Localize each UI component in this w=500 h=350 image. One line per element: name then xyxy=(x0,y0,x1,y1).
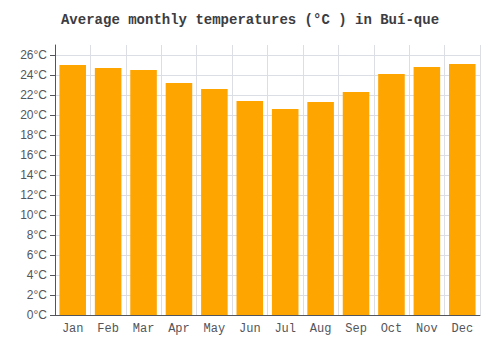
svg-text:Dec: Dec xyxy=(451,322,473,336)
svg-text:12°C: 12°C xyxy=(20,188,47,202)
svg-text:Feb: Feb xyxy=(97,322,119,336)
svg-text:2°C: 2°C xyxy=(27,288,47,302)
svg-text:Oct: Oct xyxy=(381,322,403,336)
svg-text:Mar: Mar xyxy=(133,322,155,336)
svg-text:May: May xyxy=(204,322,226,336)
svg-text:Sep: Sep xyxy=(345,322,367,336)
svg-text:0°C: 0°C xyxy=(27,308,47,322)
svg-text:Jun: Jun xyxy=(239,322,261,336)
svg-text:24°C: 24°C xyxy=(20,68,47,82)
svg-text:Average monthly temperatures (: Average monthly temperatures (°C ) in Bu… xyxy=(61,12,439,28)
svg-text:4°C: 4°C xyxy=(27,268,47,282)
svg-text:Jul: Jul xyxy=(274,322,296,336)
svg-text:8°C: 8°C xyxy=(27,228,47,242)
svg-text:10°C: 10°C xyxy=(20,208,47,222)
svg-text:18°C: 18°C xyxy=(20,128,47,142)
svg-text:26°C: 26°C xyxy=(20,48,47,62)
svg-text:14°C: 14°C xyxy=(20,168,47,182)
svg-text:16°C: 16°C xyxy=(20,148,47,162)
svg-text:Aug: Aug xyxy=(310,322,332,336)
svg-text:6°C: 6°C xyxy=(27,248,47,262)
svg-text:22°C: 22°C xyxy=(20,88,47,102)
svg-text:Jan: Jan xyxy=(62,322,84,336)
svg-text:Nov: Nov xyxy=(416,322,438,336)
svg-text:20°C: 20°C xyxy=(20,108,47,122)
svg-text:Apr: Apr xyxy=(168,322,190,336)
